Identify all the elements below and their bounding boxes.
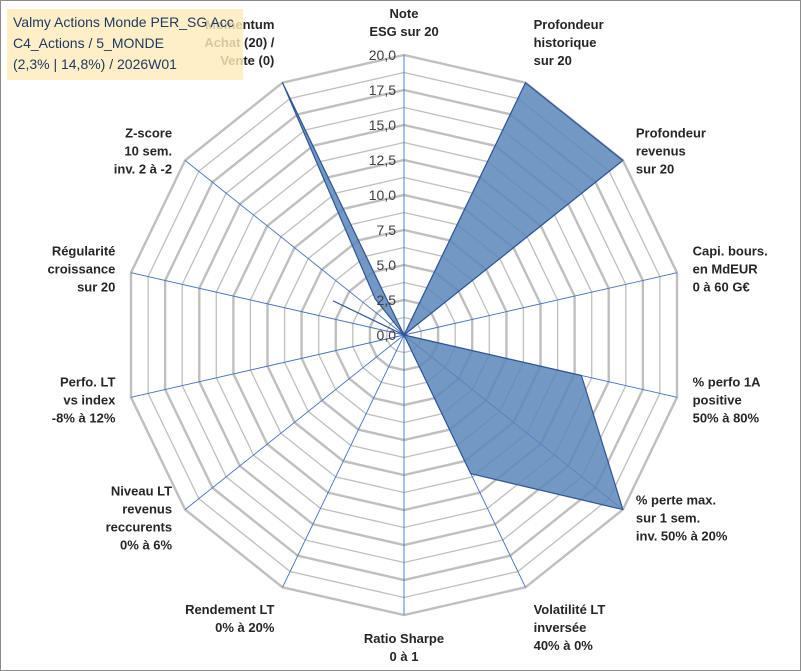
- tick-labels: 0,0 2,5 5,0 7,5 10,0 12,5 15,0 17,5 20,0: [369, 47, 396, 343]
- axis-label: croissance: [47, 262, 115, 277]
- axis-label: vs index: [63, 392, 116, 407]
- tick-label: 10,0: [369, 187, 396, 203]
- spoke-line: [282, 334, 405, 588]
- data-area: [281, 82, 624, 511]
- title-line-1: Valmy Actions Monde PER_SG Acc: [13, 14, 234, 30]
- axis-label: 10 sem.: [124, 144, 172, 159]
- tick-label: 12,5: [369, 152, 396, 168]
- title-line-3: (2,3% | 14,8%) / 2026W01: [13, 56, 177, 72]
- spoke-line: [184, 334, 405, 510]
- axis-label: Profondeur: [534, 17, 604, 32]
- axis-label: Régularité: [52, 244, 116, 259]
- axis-label: Note: [390, 6, 419, 21]
- data-series-area: [281, 82, 624, 511]
- axis-label: revenus: [636, 144, 686, 159]
- spoke-line: [130, 334, 405, 398]
- axis-label: sur 20: [77, 280, 115, 295]
- axis-label: reccurents: [106, 519, 172, 534]
- axis-label: Profondeur: [636, 126, 706, 141]
- tick-label: 5,0: [377, 257, 397, 273]
- axis-label: Ratio Sharpe: [364, 631, 444, 646]
- axis-label: 0% à 6%: [120, 537, 172, 552]
- axis-label: inversée: [534, 620, 587, 635]
- axis-label: -8% à 12%: [52, 410, 116, 425]
- axis-label: sur 20: [534, 53, 572, 68]
- tick-label: 2,5: [377, 292, 397, 308]
- axis-label: en MdEUR: [693, 262, 759, 277]
- spoke-line: [403, 272, 678, 336]
- axis-label: Volatilité LT: [534, 602, 606, 617]
- spoke-line: [130, 272, 405, 336]
- tick-label: 15,0: [369, 117, 396, 133]
- chart-title-box: Valmy Actions Monde PER_SG Acc C4_Action…: [7, 9, 243, 80]
- axis-label: inv. 2 à -2: [114, 162, 172, 177]
- axis-label: sur 20: [636, 162, 674, 177]
- axis-labels: Note ESG sur 20 Profondeur historique sur 20…: [47, 6, 767, 664]
- axis-label: historique: [534, 35, 597, 50]
- axis-label: Z-score: [125, 126, 172, 141]
- axis-label: positive: [693, 392, 742, 407]
- spoke-line: [184, 160, 405, 336]
- tick-label: 17,5: [369, 82, 396, 98]
- tick-label: 7,5: [377, 222, 397, 238]
- axis-label: 50% à 80%: [693, 410, 760, 425]
- axis-label: revenus: [122, 501, 172, 516]
- axis-label: Perfo. LT: [60, 374, 115, 389]
- axis-label: Rendement LT: [185, 602, 274, 617]
- axis-label: Capi. bours.: [693, 244, 768, 259]
- tick-label: 0,0: [377, 327, 397, 343]
- axis-label: 0 à 1: [390, 649, 419, 664]
- axis-label: Niveau LT: [111, 483, 172, 498]
- axis-label: 40% à 0%: [534, 638, 594, 653]
- axis-label: % perte max.: [636, 492, 716, 507]
- axis-label: sur 1 sem.: [636, 510, 700, 525]
- axis-label: % perfo 1A: [693, 374, 762, 389]
- axis-label: ESG sur 20: [369, 24, 438, 39]
- title-line-2: C4_Actions / 5_MONDE: [13, 35, 164, 51]
- tick-label: 20,0: [369, 47, 396, 63]
- axis-label: 0 à 60 G€: [693, 280, 750, 295]
- axis-label: inv. 50% à 20%: [636, 528, 728, 543]
- axis-label: 0% à 20%: [215, 620, 275, 635]
